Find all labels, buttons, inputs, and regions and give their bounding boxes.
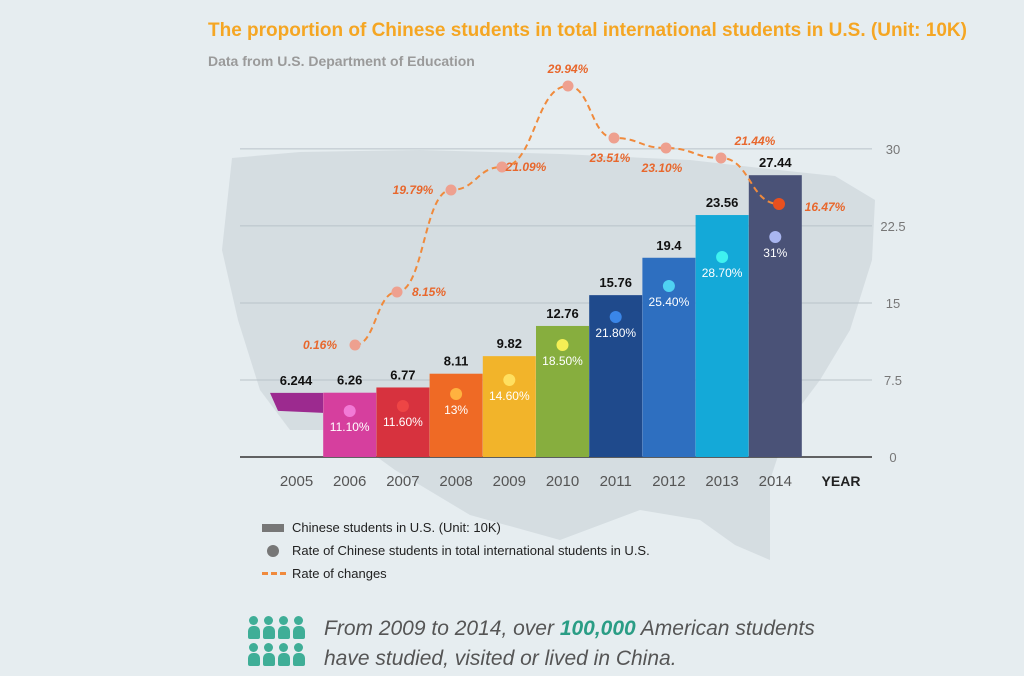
rate-dot (662, 280, 675, 292)
bar (429, 373, 483, 457)
footer-text: From 2009 to 2014, over 100,000 American… (324, 614, 815, 674)
change-point (773, 198, 785, 210)
legend-item-dots: Rate of Chinese students in total intern… (262, 539, 650, 562)
bar-value-label: 6.26 (337, 373, 362, 388)
x-tick-label: 2005 (280, 473, 313, 490)
x-tick-label: 2010 (546, 473, 579, 490)
change-label: 8.15% (412, 285, 446, 299)
x-tick-label: 2014 (759, 473, 792, 490)
x-tick-label: 2013 (705, 473, 738, 490)
rate-label: 18.50% (542, 354, 583, 368)
legend-item-bars: Chinese students in U.S. (Unit: 10K) (262, 516, 650, 539)
rate-label: 31% (763, 246, 787, 260)
legend-dash-swatch (262, 572, 286, 575)
bar-value-label: 9.82 (497, 336, 522, 351)
x-tick-label: 2006 (333, 473, 366, 490)
rate-label: 11.60% (383, 415, 423, 429)
bar (376, 387, 430, 457)
rate-dot (450, 388, 463, 400)
person-icon (293, 616, 305, 640)
bar (323, 392, 377, 457)
rate-label: 11.10% (330, 420, 370, 434)
change-label: 23.51% (589, 151, 631, 165)
legend-item-line: Rate of changes (262, 562, 650, 585)
y-tick-label: 15 (886, 296, 900, 311)
y-tick-label: 7.5 (884, 373, 902, 388)
rate-label: 14.60% (489, 389, 530, 403)
chart-title: The proportion of Chinese students in to… (208, 20, 967, 41)
rate-dot (343, 405, 356, 417)
change-point (562, 80, 574, 92)
person-icon (248, 616, 260, 640)
footer-text-before: From 2009 to 2014, over (324, 617, 560, 640)
change-line (354, 84, 780, 346)
rate-dot (609, 311, 622, 323)
y-tick-label: 0 (889, 450, 896, 465)
change-point (608, 132, 620, 144)
legend-label-dots: Rate of Chinese students in total intern… (292, 543, 650, 558)
rate-label: 28.70% (702, 266, 743, 280)
x-tick-label: 2012 (652, 473, 685, 490)
person-icon (263, 643, 275, 667)
footer-line2: have studied, visited or lived in China. (324, 647, 677, 670)
person-icon (278, 643, 290, 667)
bar-value-label: 23.56 (706, 195, 739, 210)
rate-dot (769, 231, 782, 243)
rate-dot (503, 374, 516, 386)
person-icon (263, 616, 275, 640)
x-tick-label: 2008 (439, 473, 472, 490)
legend-label-line: Rate of changes (292, 566, 387, 581)
change-point (349, 339, 361, 351)
bar (482, 356, 536, 457)
bar-value-label: 12.76 (546, 306, 579, 321)
change-label: 19.79% (393, 183, 434, 197)
x-axis-label: YEAR (822, 473, 861, 489)
rate-dot (396, 400, 409, 412)
change-label: 21.09% (505, 160, 547, 174)
rate-label: 13% (444, 403, 468, 417)
footer-note: From 2009 to 2014, over 100,000 American… (248, 614, 815, 674)
change-point (496, 161, 508, 173)
person-icon (248, 643, 260, 667)
legend-bar-swatch (262, 523, 284, 532)
bar-value-label: 6.77 (390, 367, 415, 382)
rate-dot (556, 339, 569, 351)
rate-dot (716, 251, 729, 263)
change-label: 21.44% (734, 134, 776, 148)
people-icon-group (248, 616, 306, 667)
x-tick-label: 2009 (493, 473, 526, 490)
legend-dot-swatch (267, 544, 279, 557)
y-tick-label: 30 (886, 142, 900, 157)
change-label: 16.47% (805, 200, 846, 214)
change-point (660, 142, 672, 154)
rate-label: 21.80% (595, 326, 636, 340)
legend: Chinese students in U.S. (Unit: 10K) Rat… (262, 516, 650, 585)
bar-value-label: 19.4 (656, 238, 682, 253)
y-tick-label: 22.5 (880, 219, 905, 234)
footer-highlight: 100,000 (559, 617, 636, 640)
person-icon (278, 616, 290, 640)
change-label: 29.94% (547, 62, 589, 76)
bar-value-label: 6.244 (280, 373, 313, 388)
legend-label-bars: Chinese students in U.S. (Unit: 10K) (292, 520, 501, 535)
change-label: 0.16% (303, 338, 337, 352)
rate-label: 25.40% (649, 295, 690, 309)
bar-value-label: 8.11 (444, 354, 469, 369)
change-point (391, 286, 403, 298)
footer-text-after: American students (635, 617, 815, 640)
change-point (445, 184, 457, 196)
bar (270, 392, 323, 413)
x-tick-label: 2011 (600, 473, 632, 490)
x-tick-label: 2007 (386, 473, 419, 490)
change-point (715, 152, 727, 164)
chart-subtitle: Data from U.S. Department of Education (208, 53, 475, 69)
bar-value-label: 15.76 (599, 275, 632, 290)
person-icon (293, 643, 305, 667)
bar (748, 175, 802, 457)
change-label: 23.10% (641, 161, 683, 175)
bar-value-label: 27.44 (759, 155, 792, 170)
